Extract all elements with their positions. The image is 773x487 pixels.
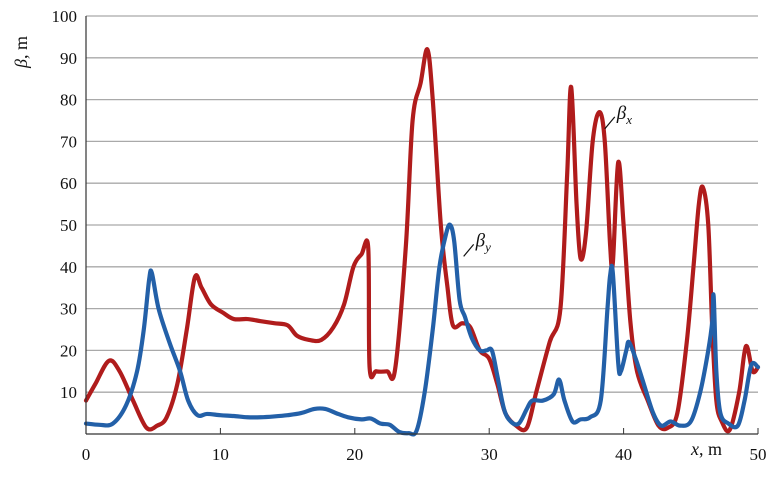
tick-labels: 10 20 30 40 50 60 70 80 90 100 0 10 20 30 40 50 [52, 7, 767, 464]
x-tick-label-50: 50 [750, 445, 767, 464]
y-tick-label-20: 20 [60, 341, 77, 360]
y-tick-label-100: 100 [52, 7, 78, 26]
axes [85, 16, 758, 435]
x-axis-symbol: x [690, 439, 699, 459]
y-tick-label-10: 10 [60, 383, 77, 402]
series-label-sub: y [483, 239, 491, 254]
series-label-main: β [475, 230, 486, 251]
x-tick-label-30: 30 [481, 445, 498, 464]
grid-lines [86, 15, 758, 393]
y-tick-label-50: 50 [60, 216, 77, 235]
y-tick-label-60: 60 [60, 174, 77, 193]
series-label-leader-beta-y [463, 243, 475, 257]
x-axis-title: x, m [690, 439, 722, 459]
x-tick-label-0: 0 [82, 445, 91, 464]
x-axis-unit: , m [699, 439, 722, 459]
series-label-sub: x [625, 112, 632, 127]
series-label-beta-x: βx [616, 103, 632, 127]
y-tick-label-80: 80 [60, 91, 77, 110]
y-tick-label-40: 40 [60, 258, 77, 277]
series-line-beta-y [83, 222, 761, 437]
y-tick-label-30: 30 [60, 300, 77, 319]
y-tick-label-70: 70 [60, 132, 77, 151]
y-axis-symbol: β [11, 59, 31, 69]
y-axis-unit: , m [11, 36, 31, 59]
y-axis-title: β, m [11, 36, 31, 69]
x-tick-label-20: 20 [346, 445, 363, 464]
y-tick-label-90: 90 [60, 49, 77, 68]
series-curves [83, 47, 761, 437]
x-tick-label-40: 40 [615, 445, 632, 464]
series-label-main: β [616, 103, 627, 124]
series-line-beta-x [83, 47, 761, 434]
series-label-beta-y: βy [475, 230, 491, 254]
series-label-leader-beta-x [604, 116, 616, 130]
x-tick-label-10: 10 [212, 445, 229, 464]
